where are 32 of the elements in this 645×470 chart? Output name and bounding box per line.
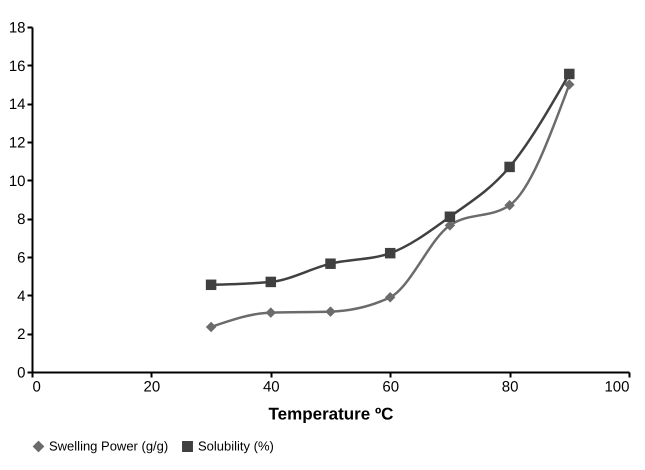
legend-label: Swelling Power (g/g) (49, 438, 168, 454)
x-tick-label: 20 (144, 378, 160, 396)
point (206, 280, 216, 290)
point (384, 292, 396, 302)
x-tick-label: 80 (502, 378, 518, 396)
point (325, 306, 336, 317)
y-tick-label: 14 (8, 96, 26, 114)
y-tick-label: 8 (17, 211, 26, 228)
x-tick-label: 100 (604, 378, 630, 396)
point (266, 276, 276, 288)
x-tick-label: 0 (32, 378, 41, 396)
x-tick-label: 40 (262, 378, 280, 396)
point (564, 68, 575, 80)
point (444, 212, 456, 222)
y-tick-label: 12 (8, 134, 26, 152)
y-tick-label: 6 (17, 250, 26, 266)
y-tick-label: 0 (17, 364, 26, 382)
y-tick-label: 18 (8, 20, 26, 36)
point (504, 200, 515, 210)
y-tick-label: 10 (8, 172, 26, 190)
x-axis-title: Temperature ºC (268, 404, 394, 424)
point (266, 307, 276, 318)
x-tick-label: 60 (382, 378, 400, 396)
y-tick-label: 4 (17, 288, 26, 305)
point (206, 322, 216, 332)
point (564, 79, 575, 90)
y-tick-label: 2 (17, 326, 26, 344)
point (384, 248, 396, 258)
y-tick-label: 16 (8, 58, 26, 75)
point (325, 258, 336, 269)
point (504, 162, 515, 172)
legend-label: Solubility (%) (198, 438, 274, 454)
